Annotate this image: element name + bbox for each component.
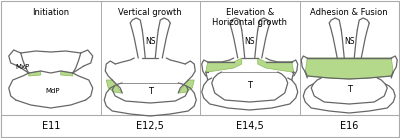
Text: Initiation: Initiation <box>32 8 69 17</box>
Text: E11: E11 <box>42 121 60 131</box>
Polygon shape <box>206 58 242 72</box>
Text: MxP: MxP <box>16 64 30 70</box>
Polygon shape <box>178 80 194 93</box>
Text: NS: NS <box>344 38 354 47</box>
Text: E12,5: E12,5 <box>136 121 164 131</box>
Text: MdP: MdP <box>46 88 60 94</box>
Polygon shape <box>305 58 393 79</box>
Text: T: T <box>148 87 153 96</box>
Text: Vertical growth: Vertical growth <box>118 8 182 17</box>
Bar <box>1 115 399 137</box>
Text: NS: NS <box>145 38 156 47</box>
Text: E14,5: E14,5 <box>236 121 264 131</box>
Text: Elevation &
Horizontal growth: Elevation & Horizontal growth <box>212 8 287 27</box>
Text: Adhesion & Fusion: Adhesion & Fusion <box>310 8 388 17</box>
Polygon shape <box>61 71 73 76</box>
Polygon shape <box>29 71 41 76</box>
Text: T: T <box>347 86 352 95</box>
Text: T: T <box>247 82 252 91</box>
Polygon shape <box>106 80 122 93</box>
Polygon shape <box>258 58 294 72</box>
Text: E16: E16 <box>340 121 358 131</box>
Text: NS: NS <box>244 38 255 47</box>
